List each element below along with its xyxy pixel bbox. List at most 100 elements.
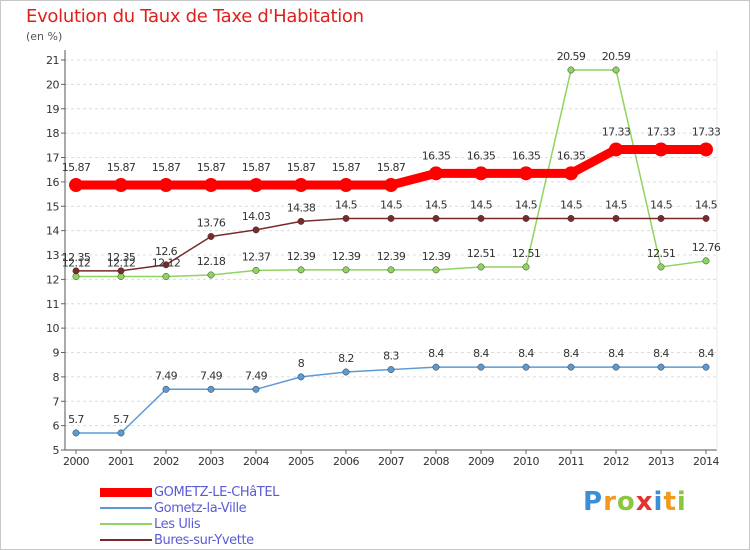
y-tick-label: 17 xyxy=(46,152,59,165)
data-point xyxy=(432,214,440,222)
data-label: 7.49 xyxy=(245,369,268,382)
x-tick-label: 2001 xyxy=(108,455,134,468)
data-point xyxy=(477,214,485,222)
x-tick-label: 2003 xyxy=(198,455,224,468)
data-point xyxy=(297,266,305,274)
data-label: 14.5 xyxy=(380,198,403,211)
data-label: 15.87 xyxy=(332,161,361,174)
data-label: 14.5 xyxy=(650,198,673,211)
logo-letter: P xyxy=(583,487,604,517)
y-tick-label: 10 xyxy=(46,322,59,335)
x-tick-label: 2006 xyxy=(333,455,359,468)
y-tick-label: 13 xyxy=(46,249,59,262)
data-label: 12.12 xyxy=(62,256,91,269)
data-label: 8.4 xyxy=(698,347,714,360)
y-tick-label: 15 xyxy=(46,200,59,213)
data-point xyxy=(522,263,530,271)
data-label: 14.5 xyxy=(425,198,448,211)
data-label: 14.03 xyxy=(242,210,271,223)
data-label: 14.5 xyxy=(560,198,583,211)
data-point xyxy=(342,214,350,222)
data-label: 8.4 xyxy=(518,347,534,360)
data-point xyxy=(297,373,305,381)
x-tick-label: 2004 xyxy=(243,455,269,468)
data-point xyxy=(567,214,575,222)
y-tick-label: 8 xyxy=(53,371,60,384)
data-label: 14.5 xyxy=(335,198,358,211)
data-label: 15.87 xyxy=(242,161,271,174)
data-label: 8.4 xyxy=(563,347,579,360)
x-tick-label: 2007 xyxy=(378,455,404,468)
y-tick-label: 19 xyxy=(46,103,59,116)
data-label: 14.5 xyxy=(695,198,718,211)
data-point xyxy=(297,217,305,225)
y-tick-label: 18 xyxy=(46,127,59,140)
data-label: 5.7 xyxy=(68,413,84,426)
x-tick-label: 2012 xyxy=(603,455,629,468)
data-point xyxy=(384,178,398,193)
logo-letter: t xyxy=(663,487,677,517)
x-tick-label: 2002 xyxy=(153,455,179,468)
data-point xyxy=(522,363,530,371)
data-point xyxy=(609,142,623,157)
legend-label: GOMETZ-LE-CHâTEL xyxy=(154,484,280,500)
legend-swatch xyxy=(100,487,152,497)
y-tick-label: 20 xyxy=(46,78,59,91)
data-point xyxy=(117,429,125,437)
data-point xyxy=(252,226,260,234)
data-label: 12.6 xyxy=(155,245,178,258)
data-point xyxy=(657,214,665,222)
y-tick-label: 12 xyxy=(46,273,59,286)
data-label: 12.51 xyxy=(512,247,541,260)
data-label: 12.76 xyxy=(692,241,721,254)
data-label: 14.5 xyxy=(515,198,538,211)
data-label: 12.35 xyxy=(107,251,136,264)
data-point xyxy=(567,66,575,74)
x-tick-label: 2005 xyxy=(288,455,314,468)
data-label: 8.4 xyxy=(428,347,444,360)
data-point xyxy=(204,178,218,193)
data-label: 8.4 xyxy=(608,347,624,360)
x-tick-label: 2014 xyxy=(693,455,719,468)
data-label: 16.35 xyxy=(467,149,496,162)
data-point xyxy=(657,263,665,271)
data-point xyxy=(474,166,488,181)
data-label: 16.35 xyxy=(512,149,541,162)
data-point xyxy=(387,266,395,274)
legend-swatch xyxy=(100,523,152,525)
data-label: 15.87 xyxy=(107,161,136,174)
x-tick-label: 2011 xyxy=(558,455,584,468)
data-point xyxy=(159,178,173,193)
y-tick-label: 6 xyxy=(53,420,60,433)
data-point xyxy=(252,266,260,274)
data-point xyxy=(432,363,440,371)
y-tick-label: 7 xyxy=(53,395,60,408)
data-label: 12.39 xyxy=(287,250,316,263)
data-point xyxy=(702,257,710,265)
data-label: 12.12 xyxy=(107,256,136,269)
data-label: 20.59 xyxy=(557,50,586,63)
y-tick-label: 16 xyxy=(46,176,59,189)
data-point xyxy=(429,166,443,181)
data-point xyxy=(162,273,170,280)
data-label: 7.49 xyxy=(155,369,178,382)
logo-letter: i xyxy=(676,487,687,517)
data-point xyxy=(342,266,350,274)
data-label: 14.5 xyxy=(605,198,628,211)
data-label: 14.5 xyxy=(470,198,493,211)
data-label: 12.51 xyxy=(647,247,676,260)
data-point xyxy=(432,266,440,274)
data-label: 5.7 xyxy=(113,413,129,426)
y-tick-label: 11 xyxy=(46,298,59,311)
data-point xyxy=(339,178,353,193)
data-point xyxy=(477,263,485,271)
data-label: 12.39 xyxy=(422,250,451,263)
data-point xyxy=(114,178,128,193)
x-tick-label: 2013 xyxy=(648,455,674,468)
legend-label: Gometz-la-Ville xyxy=(154,500,247,516)
data-label: 12.51 xyxy=(467,247,496,260)
data-point xyxy=(702,363,710,371)
y-tick-label: 9 xyxy=(53,347,60,360)
data-label: 16.35 xyxy=(422,149,451,162)
data-point xyxy=(387,214,395,222)
